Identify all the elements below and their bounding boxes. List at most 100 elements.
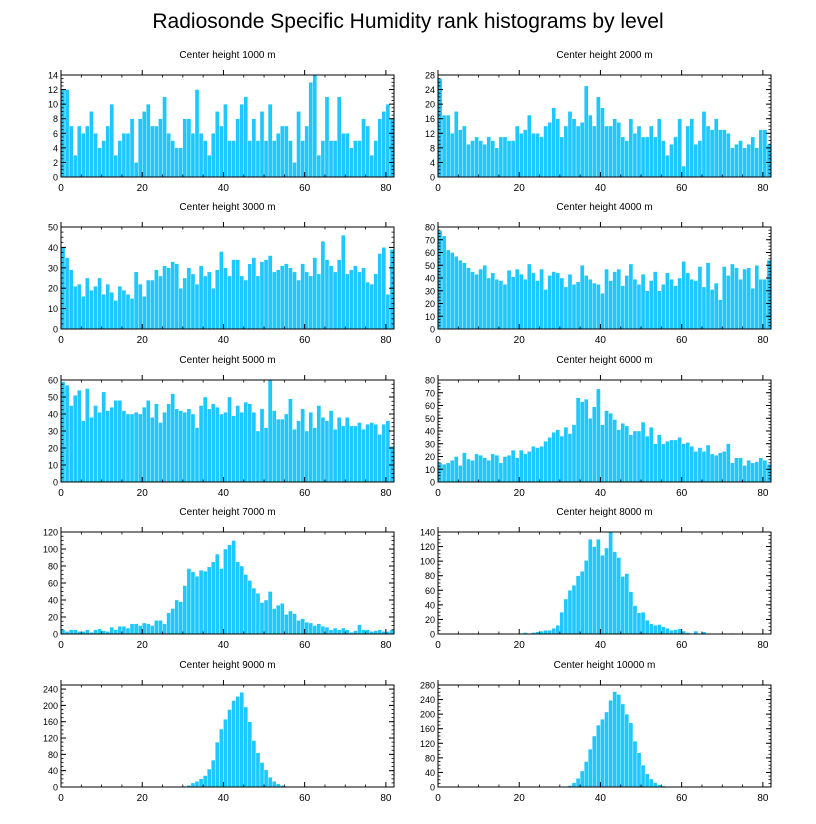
histogram-bar (263, 769, 269, 788)
histogram-bar (300, 618, 305, 635)
histogram-bar (146, 279, 151, 330)
histogram-bar (280, 603, 285, 635)
y-tick-label: 0 (430, 783, 435, 793)
x-tick-label: 80 (380, 183, 392, 194)
y-tick-label: 120 (420, 542, 435, 552)
histogram-bar (211, 133, 216, 178)
histogram-bar (324, 420, 330, 483)
histogram-bar (271, 608, 277, 635)
histogram-bar (182, 118, 188, 178)
histogram-bar (121, 626, 127, 635)
histogram-bar (734, 267, 739, 330)
y-tick-label: 40 (425, 600, 435, 610)
histogram-bar (259, 762, 265, 788)
panel-title: Center height 6000 m (556, 355, 652, 366)
histogram-bar (474, 273, 479, 330)
histogram-bar (559, 435, 565, 483)
histogram-bar (478, 455, 483, 483)
histogram-bar (575, 397, 581, 483)
histogram-bar (158, 275, 163, 330)
histogram-bar (389, 249, 395, 330)
y-tick-label: 50 (425, 414, 435, 424)
histogram-bar (68, 269, 74, 330)
histogram-bar (170, 140, 175, 178)
histogram-bar (308, 275, 313, 330)
histogram-bar (494, 147, 500, 178)
histogram-bar (68, 629, 74, 635)
histogram-bar (571, 782, 577, 788)
histogram-bar (121, 133, 127, 178)
histogram-bar (361, 629, 366, 635)
histogram-bar (657, 118, 662, 178)
histogram-bar (219, 728, 224, 788)
histogram-bar (555, 272, 561, 330)
histogram-bar (267, 777, 273, 788)
histogram-bar (85, 629, 90, 635)
histogram-bar (166, 267, 171, 330)
histogram-bar (478, 268, 483, 330)
histogram-bar (369, 154, 374, 178)
histogram-bar (571, 424, 577, 483)
x-tick-label: 60 (299, 335, 311, 346)
histogram-bar (596, 284, 601, 330)
histogram-bar (653, 136, 658, 178)
histogram-bar (490, 272, 496, 330)
histogram-bar (259, 111, 265, 178)
histogram-bar (547, 122, 552, 178)
histogram-bar (709, 453, 715, 483)
histogram-bar (514, 457, 520, 483)
histogram-bar (661, 140, 666, 178)
x-tick-label: 20 (137, 335, 149, 346)
histogram-bar (198, 405, 204, 483)
histogram-bar (510, 276, 516, 330)
histogram-bar (300, 140, 305, 178)
histogram-bar (730, 462, 735, 483)
histogram-bar (738, 279, 743, 330)
histogram-bar (697, 266, 703, 330)
histogram-bar (101, 391, 106, 483)
histogram-bar (223, 267, 228, 330)
histogram-bar (628, 434, 634, 483)
histogram-bar (345, 629, 350, 635)
histogram-bar (105, 283, 110, 330)
histogram-bar (734, 144, 739, 178)
histogram-bar (320, 417, 326, 483)
histogram-bar (259, 602, 265, 635)
histogram-bar (174, 263, 179, 330)
histogram-bar (215, 407, 220, 483)
histogram-bar (349, 425, 354, 483)
histogram-bar (324, 627, 330, 635)
histogram-bar (77, 283, 82, 330)
histogram-bar (243, 96, 248, 178)
histogram-bar (77, 125, 82, 178)
histogram-bar (551, 432, 556, 483)
histogram-bar (665, 627, 670, 635)
histogram-bar (137, 283, 143, 330)
histogram-bar (263, 140, 269, 178)
histogram-bar (575, 778, 581, 788)
y-tick-label: 2 (53, 158, 58, 168)
histogram-bar (445, 114, 451, 178)
histogram-bar (592, 406, 597, 483)
histogram-bar (543, 289, 548, 330)
histogram-bar (474, 453, 479, 483)
histogram-bar (454, 111, 459, 178)
histogram-bar (551, 271, 556, 330)
histogram-bar (462, 262, 467, 330)
histogram-bar (640, 136, 646, 178)
y-tick-label: 120 (43, 734, 58, 744)
histogram-bar (559, 136, 565, 178)
histogram-bar (129, 298, 135, 330)
histogram-bar (361, 118, 366, 178)
histogram-bar (288, 398, 293, 483)
histogram-bar (462, 125, 467, 178)
histogram-bar (636, 125, 642, 178)
histogram-bar (284, 413, 289, 483)
histogram-bar (113, 629, 119, 635)
histogram-bar (186, 568, 192, 635)
histogram-bar (231, 259, 236, 330)
x-tick-label: 80 (757, 488, 769, 499)
histogram-bar (490, 140, 496, 178)
histogram-bar (559, 611, 565, 635)
histogram-bar (689, 446, 695, 483)
